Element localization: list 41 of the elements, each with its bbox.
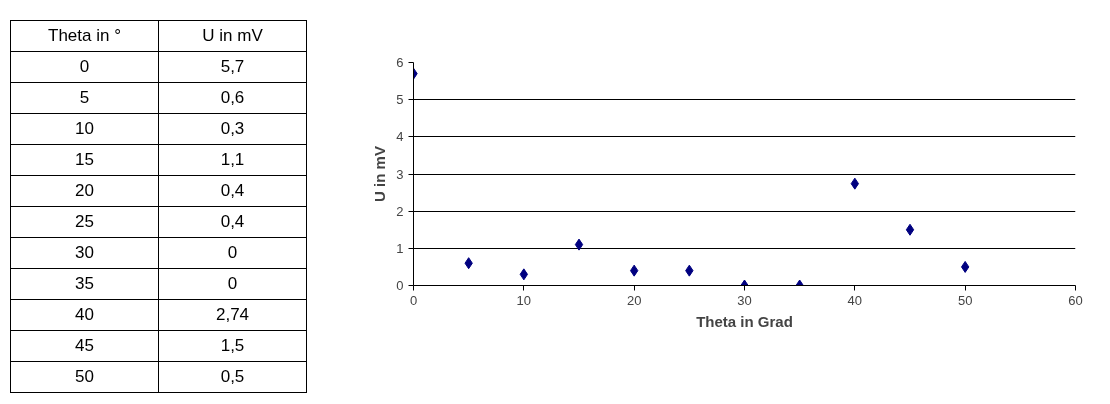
y-tick-label: 0 — [396, 278, 404, 293]
point — [574, 238, 584, 251]
text: 5 — [10, 82, 159, 114]
text: 30 — [10, 237, 159, 269]
text: 0,4 — [220, 211, 245, 231]
text: 50 — [10, 361, 159, 393]
point — [905, 223, 915, 236]
text: 0 — [79, 56, 90, 76]
y-tick-label: 4 — [396, 129, 404, 145]
text: 0,6 — [220, 87, 245, 107]
x-axis-title: Theta in Grad — [696, 312, 793, 330]
text: 0 — [158, 237, 307, 269]
y-tick-label: 1 — [396, 240, 404, 256]
x-tick-label: 30 — [737, 292, 752, 308]
y-tick-label: 2 — [396, 203, 404, 219]
text: 0,5 — [220, 366, 245, 386]
x-tick-label: 10 — [516, 292, 532, 308]
text: 0 — [227, 273, 238, 293]
text: 1,1 — [220, 149, 245, 169]
text: 1,5 — [220, 335, 245, 355]
x-tick-label: 40 — [847, 292, 863, 308]
text: 25 — [10, 206, 159, 238]
text: 0,3 — [220, 118, 245, 138]
x-tick-label: 50 — [957, 292, 973, 308]
text: 0,4 — [220, 180, 245, 200]
text: 45 — [10, 330, 159, 362]
x-tick-label: 20 — [626, 292, 642, 308]
text: 35 — [10, 268, 159, 300]
text: U in mV — [158, 20, 307, 52]
text: 20 — [10, 175, 159, 207]
text: 15 — [10, 144, 159, 176]
y-tick-label: 5 — [396, 92, 404, 108]
text: Theta in ° — [10, 20, 159, 52]
x-tick-label: 0 — [409, 292, 418, 308]
x-tick-label: 60 — [1068, 292, 1083, 308]
text: 5,7 — [220, 56, 245, 76]
y-tick-label: 6 — [396, 55, 404, 70]
y-tick-label: 3 — [396, 166, 404, 182]
text: 10 — [10, 113, 159, 145]
y-axis-title: U in mV — [371, 146, 389, 202]
text: 2,74 — [215, 304, 250, 324]
